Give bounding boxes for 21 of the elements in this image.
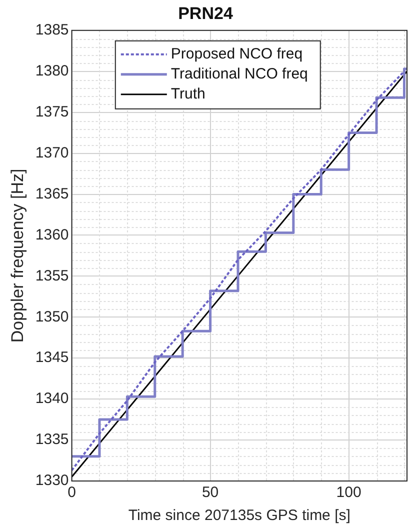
y-tick-label: 1340 xyxy=(35,390,69,408)
y-tick-label: 1335 xyxy=(35,431,69,448)
x-tick-label: 50 xyxy=(202,484,219,502)
y-tick-label: 1330 xyxy=(35,472,69,490)
legend-label: Traditional NCO freq xyxy=(170,66,308,83)
y-tick-label: 1365 xyxy=(35,185,69,202)
x-axis-title: Time since 207135s GPS time [s] xyxy=(128,507,350,524)
x-tick-label: 0 xyxy=(68,484,76,502)
legend-label: Truth xyxy=(170,86,206,103)
y-axis-title: Doppler frequency [Hz] xyxy=(8,168,27,343)
y-tick-label: 1355 xyxy=(35,267,69,284)
y-tick-label: 1360 xyxy=(35,226,69,244)
y-tick-label: 1345 xyxy=(35,349,69,366)
y-tick-label: 1375 xyxy=(35,103,69,120)
y-tick-label: 1350 xyxy=(35,308,69,326)
legend-label: Proposed NCO freq xyxy=(170,46,303,63)
y-tick-label: 1380 xyxy=(35,62,69,80)
x-tick-label: 100 xyxy=(336,484,362,502)
y-tick-label: 1370 xyxy=(35,144,69,162)
y-tick-label: 1385 xyxy=(35,22,69,39)
chart-title: PRN24 xyxy=(178,4,234,23)
